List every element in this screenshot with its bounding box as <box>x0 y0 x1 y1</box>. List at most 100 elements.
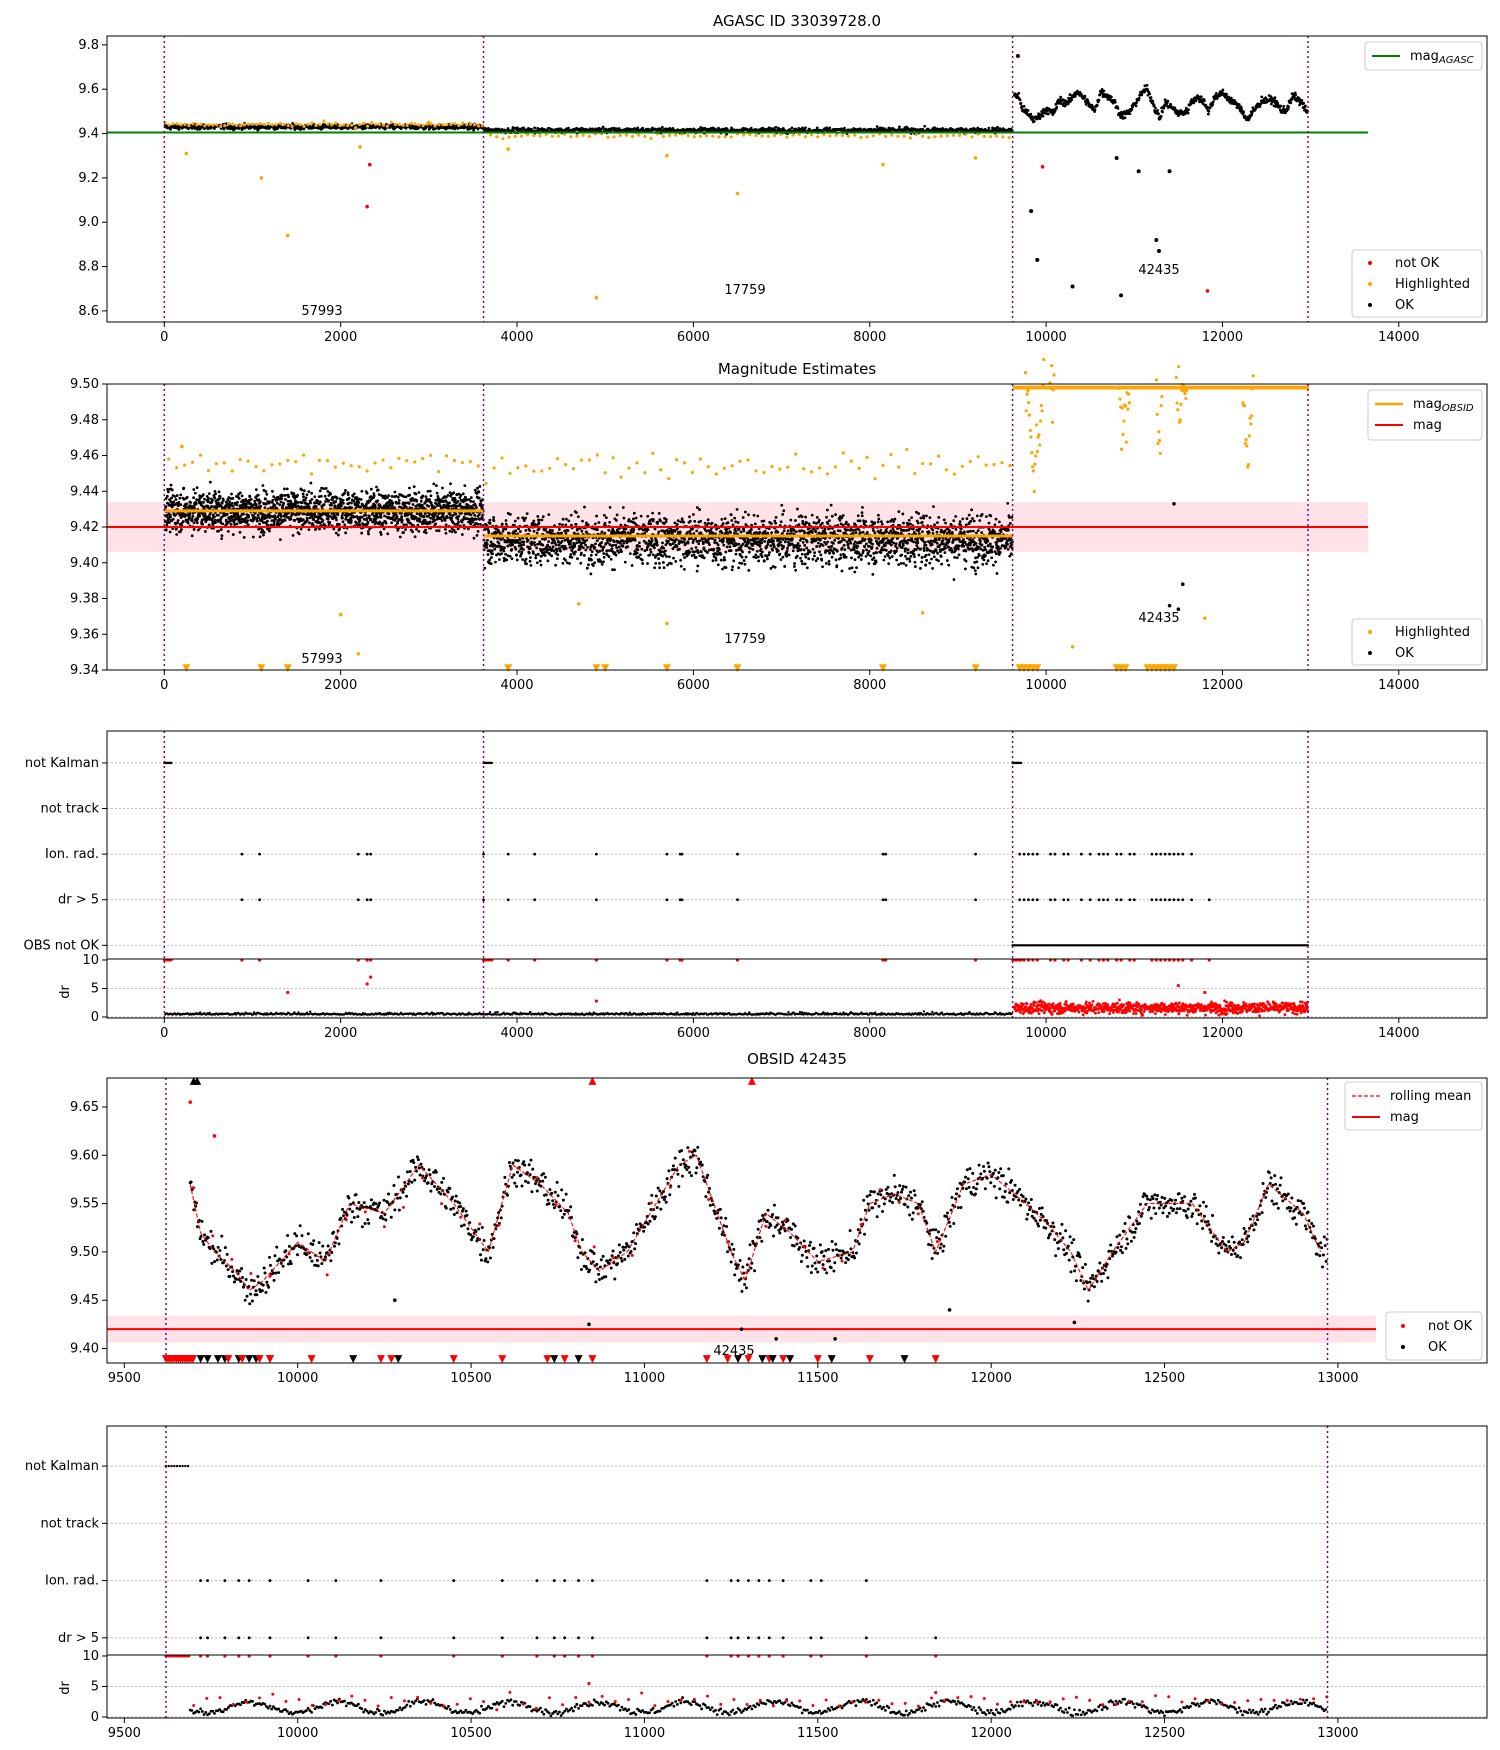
ok-point <box>220 534 224 538</box>
ok-point <box>617 545 621 549</box>
highlighted-point <box>274 123 278 127</box>
highlighted-point <box>612 135 616 139</box>
ok-point <box>602 560 605 564</box>
highlighted-point <box>358 122 362 127</box>
ok-point <box>559 549 562 553</box>
ok-point <box>749 126 753 130</box>
ok-point <box>607 528 611 532</box>
ok-point <box>586 545 589 549</box>
highlighted-point <box>310 121 314 125</box>
ok-point <box>639 514 643 518</box>
ok-point <box>214 521 217 525</box>
ok-point <box>343 126 347 129</box>
ok-point <box>501 529 505 533</box>
ok-point <box>202 505 206 509</box>
ok-point <box>460 533 464 536</box>
ok-point <box>612 540 616 544</box>
ok-point <box>455 504 459 508</box>
ok-point <box>185 502 189 506</box>
ok-point <box>289 517 293 521</box>
ok-point <box>790 126 794 130</box>
highlighted-point <box>377 122 382 127</box>
ok-point <box>580 551 583 555</box>
ok-point <box>321 519 325 522</box>
highlighted-point <box>519 134 524 138</box>
ok-point <box>522 543 526 547</box>
ok-point <box>264 497 267 501</box>
ok-point <box>645 548 649 552</box>
ok-point <box>520 550 524 554</box>
ok-point <box>554 563 558 567</box>
highlighted-point <box>649 136 653 140</box>
ok-point <box>305 518 309 522</box>
ok-point <box>933 126 936 130</box>
ok-point <box>580 529 584 533</box>
highlighted-point <box>674 133 678 137</box>
highlighted-point <box>513 134 517 138</box>
obsid-label-42435: 42435 <box>1138 263 1179 278</box>
ok-point <box>609 557 613 561</box>
ok-point <box>643 532 647 535</box>
highlighted-point <box>507 135 511 139</box>
ok-point <box>358 519 362 523</box>
ok-point <box>294 499 297 503</box>
x-tick-label: 4000 <box>500 330 533 345</box>
ok-point <box>265 492 269 496</box>
ok-point <box>517 550 521 553</box>
ok-point <box>544 537 548 540</box>
ok-point <box>393 490 397 494</box>
ok-point <box>1134 104 1138 108</box>
ok-point <box>646 562 649 565</box>
highlighted-point <box>385 124 390 128</box>
ok-point <box>584 543 587 547</box>
ok-point <box>257 516 260 519</box>
highlighted-point <box>183 122 187 127</box>
ok-point <box>576 557 579 561</box>
highlighted-point <box>334 121 338 125</box>
ok-point <box>1026 109 1030 112</box>
ok-point <box>1206 112 1210 116</box>
ok-point <box>428 489 432 493</box>
highlighted-point <box>735 191 740 196</box>
ok-point <box>1202 99 1206 103</box>
ok-point <box>341 501 345 505</box>
highlighted-point <box>637 133 641 137</box>
highlighted-point <box>982 134 986 138</box>
obsid-label-57993: 57993 <box>301 304 342 319</box>
ok-point <box>271 489 274 493</box>
ok-point <box>574 511 578 515</box>
ok-point <box>369 487 373 491</box>
agasc-title: AGASC ID 33039728.0 <box>713 12 881 30</box>
ok-point <box>1208 106 1212 110</box>
ok-point <box>576 515 580 519</box>
ok-point <box>725 127 729 131</box>
ok-point <box>202 500 205 504</box>
ok-point <box>446 493 450 497</box>
ok-point <box>494 560 497 564</box>
ok-point <box>304 496 308 500</box>
ok-point <box>641 562 645 565</box>
ok-point <box>497 558 501 561</box>
x-tick-label: 0 <box>160 330 168 345</box>
ok-point <box>1251 106 1255 110</box>
ok-point <box>230 492 233 496</box>
highlighted-point <box>742 133 746 137</box>
ok-point <box>207 492 211 496</box>
ok-point <box>633 538 637 542</box>
ok-point <box>1240 107 1243 110</box>
ok-point <box>411 530 415 534</box>
ok-point <box>1019 101 1023 105</box>
highlighted-point <box>433 124 437 128</box>
ok-point <box>244 498 248 501</box>
ok-point <box>347 496 351 500</box>
highlighted-point <box>342 123 346 127</box>
ok-point <box>540 518 544 522</box>
ok-point <box>221 522 225 526</box>
ok-point <box>587 563 590 567</box>
highlighted-point <box>973 156 978 160</box>
ok-point <box>532 519 536 523</box>
highlighted-point <box>445 122 449 127</box>
ok-point <box>541 515 545 519</box>
ok-point <box>589 572 593 576</box>
ok-point <box>632 528 636 531</box>
